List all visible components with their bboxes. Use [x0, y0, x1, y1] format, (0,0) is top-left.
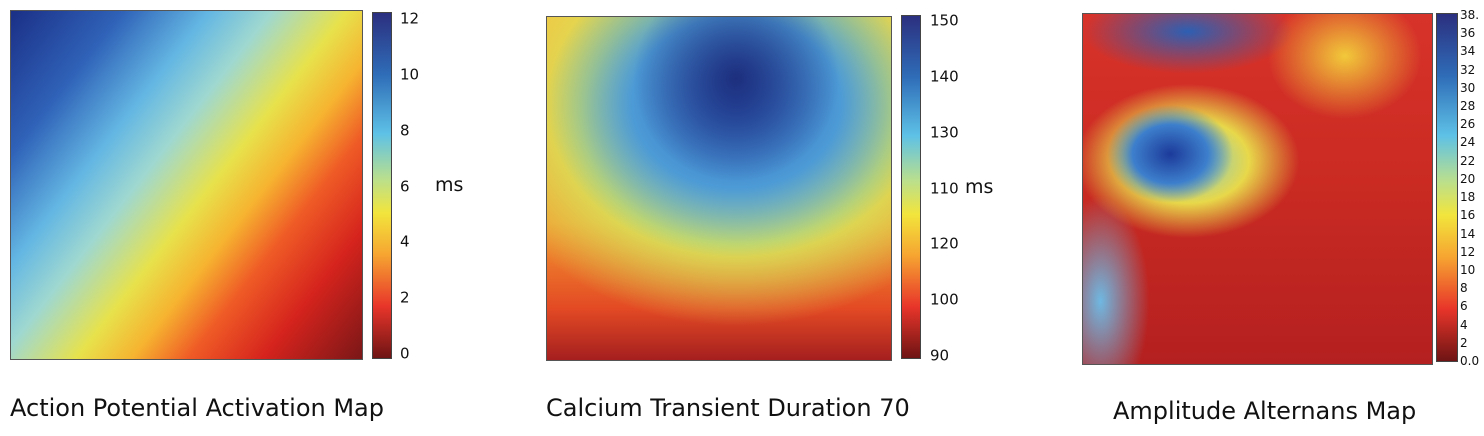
- colorbar-tick-label: 16: [1460, 208, 1476, 223]
- colorbar-tick-label: 10: [1460, 262, 1476, 277]
- activation-heatmap: [10, 10, 363, 360]
- colorbar-tick-label: 2: [1460, 335, 1468, 350]
- colorbar-tick-label: 6: [1460, 299, 1468, 314]
- colorbar-tick-label: 34: [1460, 44, 1476, 59]
- colorbar-tick-label: 4: [1460, 317, 1468, 332]
- colorbar-tick-label: 32: [1460, 62, 1476, 77]
- colorbar-tick-label: 12: [400, 9, 420, 28]
- colorbar: [1436, 13, 1458, 362]
- unit-label: ms: [435, 174, 464, 196]
- colorbar: [372, 12, 392, 359]
- colorbar-tick-label: 100: [930, 290, 959, 309]
- colorbar-tick-label: 28: [1460, 99, 1476, 114]
- colorbar: [901, 15, 921, 359]
- colorbar-tick-label: 26: [1460, 117, 1476, 132]
- colorbar-tick-label: 24: [1460, 135, 1476, 150]
- colorbar-tick-label: 2: [400, 288, 410, 307]
- colorbar-tick-label: 38.: [1460, 8, 1480, 22]
- caption: Action Potential Activation Map: [10, 394, 384, 422]
- colorbar-tick-label: 22: [1460, 153, 1476, 168]
- colorbar-tick-label: 12: [1460, 244, 1476, 259]
- colorbar-tick-label: 0: [400, 344, 410, 363]
- calcium-heatmap: [546, 16, 892, 361]
- colorbar-tick-label: 150: [930, 11, 959, 30]
- colorbar-tick-label: 90: [930, 346, 950, 365]
- colorbar-tick-label: 140: [930, 67, 959, 86]
- caption: Amplitude Alternans Map: [1113, 397, 1417, 425]
- colorbar-tick-label: 10: [400, 65, 420, 84]
- colorbar-tick-label: 110: [930, 179, 959, 197]
- colorbar-tick-label: 14: [1460, 226, 1476, 241]
- colorbar-tick-label: 8: [1460, 281, 1468, 296]
- colorbar-tick-label: 6: [400, 177, 410, 195]
- colorbar-tick-label: 18: [1460, 190, 1476, 205]
- colorbar-tick-label: 0.0: [1460, 354, 1480, 368]
- colorbar-tick-label: 4: [400, 232, 410, 251]
- caption: Calcium Transient Duration 70: [546, 394, 910, 422]
- unit-label: ms: [965, 176, 994, 198]
- colorbar-tick-label: 36: [1460, 26, 1476, 41]
- colorbar-tick-label: 20: [1460, 171, 1476, 186]
- colorbar-tick-label: 120: [930, 234, 959, 253]
- colorbar-tick-label: 8: [400, 121, 410, 140]
- colorbar-tick-label: 130: [930, 123, 959, 142]
- alternans-heatmap: [1082, 13, 1433, 365]
- colorbar-tick-label: 30: [1460, 80, 1476, 95]
